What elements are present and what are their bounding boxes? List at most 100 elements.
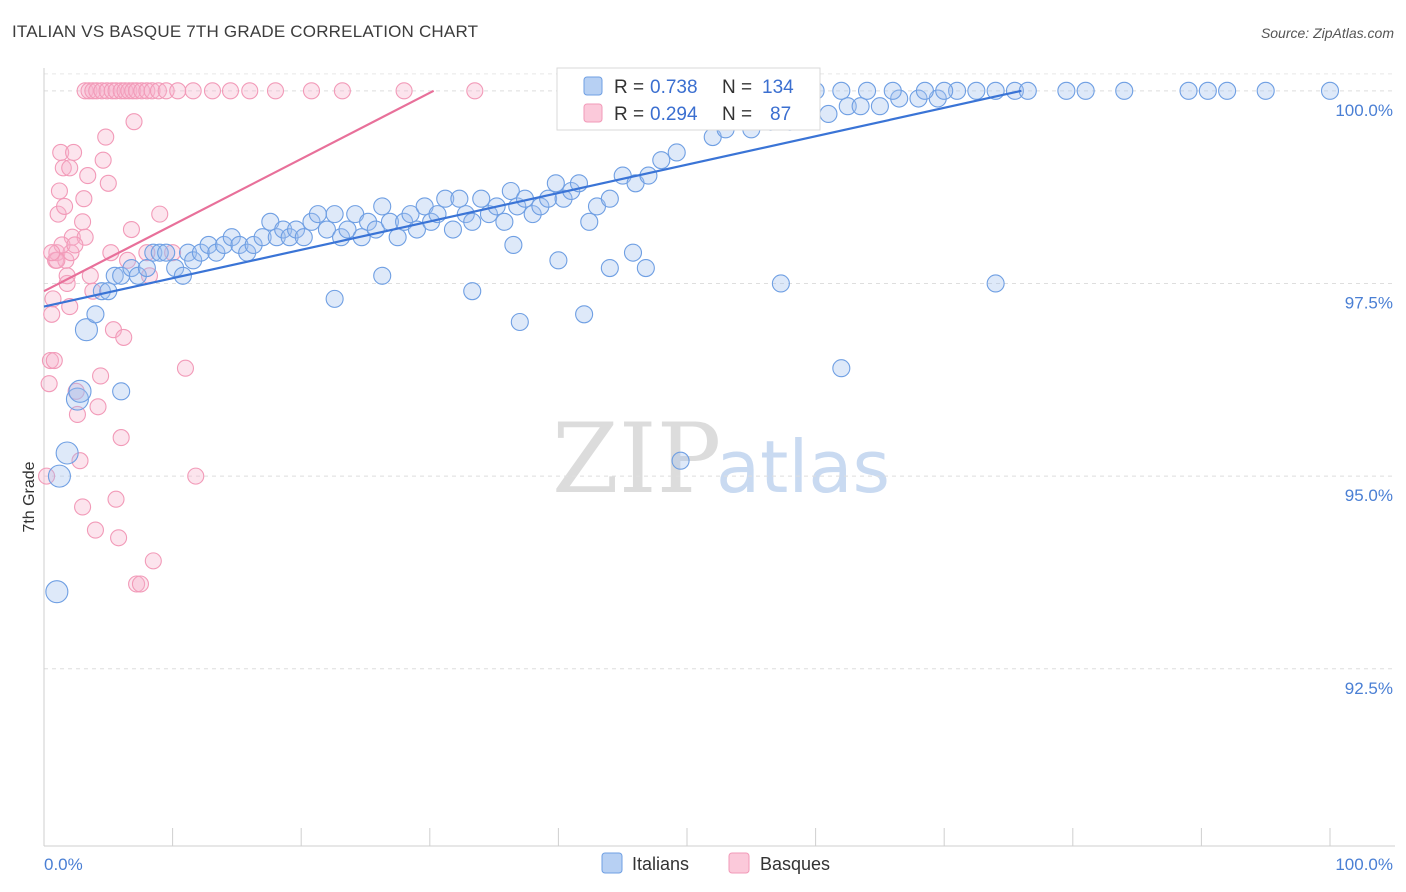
italians-point — [671, 451, 690, 470]
italians-point — [214, 235, 234, 254]
basques-point — [65, 143, 83, 162]
italians-point — [554, 189, 573, 208]
italians-point — [851, 97, 870, 116]
italians-point — [1018, 81, 1037, 100]
basques-point — [43, 305, 61, 323]
basques-point — [143, 82, 161, 100]
italians-point — [501, 181, 520, 201]
italians-point — [325, 205, 344, 224]
source-label: Source: ZipAtlas.com — [1260, 25, 1394, 41]
italians-point — [137, 259, 156, 278]
italians-point — [667, 143, 686, 162]
italians-point — [652, 151, 671, 170]
series-legend: Italians Basques — [601, 852, 830, 874]
basques-point — [98, 82, 116, 100]
italians-point — [184, 251, 203, 270]
italians-point — [373, 266, 392, 285]
basques-point — [133, 82, 151, 100]
italians-point — [373, 197, 392, 216]
italians-point — [546, 174, 565, 193]
italians-point — [575, 305, 594, 324]
basques-point — [45, 351, 63, 370]
basques-point — [79, 167, 97, 185]
legend-basques-n-value: 87 — [770, 104, 791, 125]
italians-point — [986, 274, 1005, 293]
legend-basques-n-label: N = — [722, 104, 752, 125]
basques-point — [61, 159, 79, 177]
italians-point — [1076, 81, 1095, 100]
italians-point — [112, 382, 131, 401]
y-tick-label: 100.0% — [1335, 101, 1393, 120]
italians-point — [325, 289, 344, 308]
x-tick-label-min: 0.0% — [44, 855, 83, 874]
y-tick-label: 97.5% — [1345, 293, 1393, 312]
legend-basques-r-value: 0.294 — [650, 104, 698, 125]
watermark: ZIP atlas — [552, 403, 890, 515]
italians-point — [600, 259, 619, 278]
italians-point — [105, 266, 124, 285]
italians-point — [1005, 81, 1024, 100]
basques-point — [157, 82, 175, 100]
italians-point — [915, 81, 934, 100]
basques-point — [138, 82, 156, 100]
basques-trend-line — [43, 89, 435, 293]
basques-point — [122, 220, 140, 239]
y-tick-label: 95.0% — [1345, 486, 1393, 505]
basques-point — [74, 213, 92, 231]
basques-point — [102, 244, 120, 262]
basques-point — [93, 82, 111, 100]
italians-point — [539, 189, 558, 208]
basques-point — [184, 82, 202, 100]
italians-point — [308, 205, 327, 224]
italians-point — [600, 189, 619, 208]
italians-point — [838, 97, 857, 116]
basques-point — [75, 190, 93, 208]
basques-point — [302, 82, 321, 100]
basques-point — [41, 351, 59, 370]
basques-point — [84, 82, 102, 100]
y-axis-label: 7th Grade — [21, 461, 38, 532]
italians-point — [549, 251, 568, 270]
italians-trend-line — [43, 89, 1022, 308]
basques-point — [203, 82, 222, 100]
bottom-legend-swatch-basques — [728, 852, 750, 874]
italians-point — [222, 228, 241, 247]
italians-point — [191, 243, 210, 262]
italians-point — [317, 220, 336, 239]
italians-point — [1198, 81, 1217, 100]
italians-point — [1256, 81, 1275, 100]
y-tick-label: 92.5% — [1345, 679, 1393, 698]
watermark-zip: ZIP — [552, 403, 721, 515]
italians-point — [199, 235, 218, 254]
basques-point — [43, 244, 61, 262]
bottom-legend-swatch-italians — [601, 852, 623, 874]
bottom-legend-italians: Italians — [632, 854, 689, 874]
italians-point — [832, 81, 851, 100]
watermark-atlas: atlas — [716, 425, 890, 509]
italians-point — [857, 81, 877, 100]
basques-point — [97, 128, 115, 146]
stats-legend: R = 0.738 N = 134 R = 0.294 N = 87 — [556, 67, 821, 131]
italians-point — [523, 205, 542, 224]
basques-point — [164, 244, 182, 262]
basques-point — [128, 82, 146, 100]
legend-italians-n-label: N = — [722, 77, 752, 98]
basques-point — [333, 82, 351, 100]
italians-point — [207, 243, 226, 262]
basques-point — [466, 82, 484, 100]
italians-point — [150, 243, 169, 262]
legend-italians-r-label: R = — [614, 77, 644, 98]
basques-point — [68, 405, 86, 424]
basques-point — [131, 575, 149, 593]
basques-point — [54, 159, 72, 177]
basques-point — [74, 498, 92, 516]
italians-point — [287, 220, 306, 239]
italians-point — [47, 464, 71, 488]
italians-point — [967, 81, 986, 100]
italians-point — [294, 228, 313, 247]
italians-point — [359, 212, 378, 231]
italians-point — [230, 235, 249, 254]
italians-point — [580, 212, 599, 231]
italians-point — [86, 305, 105, 324]
basques-point — [86, 521, 104, 539]
